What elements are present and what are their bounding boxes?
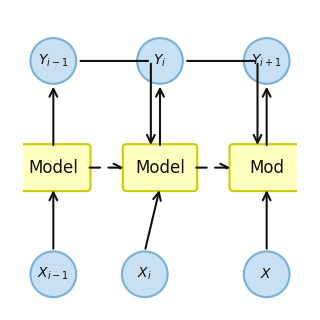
- FancyBboxPatch shape: [123, 144, 197, 191]
- Circle shape: [244, 38, 290, 84]
- Text: Model: Model: [28, 159, 78, 177]
- Text: $X_{i-1}$: $X_{i-1}$: [37, 266, 69, 283]
- Text: $Y_{i+1}$: $Y_{i+1}$: [252, 53, 282, 69]
- Text: Mod: Mod: [249, 159, 284, 177]
- Circle shape: [244, 252, 290, 297]
- FancyBboxPatch shape: [229, 144, 304, 191]
- Text: $Y_{i-1}$: $Y_{i-1}$: [38, 53, 68, 69]
- Circle shape: [30, 38, 76, 84]
- Text: Model: Model: [135, 159, 185, 177]
- Circle shape: [122, 252, 168, 297]
- Circle shape: [137, 38, 183, 84]
- Text: $Y_i$: $Y_i$: [153, 53, 167, 69]
- Text: $X$: $X$: [260, 267, 273, 281]
- Text: $X_i$: $X_i$: [137, 266, 152, 283]
- Circle shape: [30, 252, 76, 297]
- FancyBboxPatch shape: [16, 144, 91, 191]
